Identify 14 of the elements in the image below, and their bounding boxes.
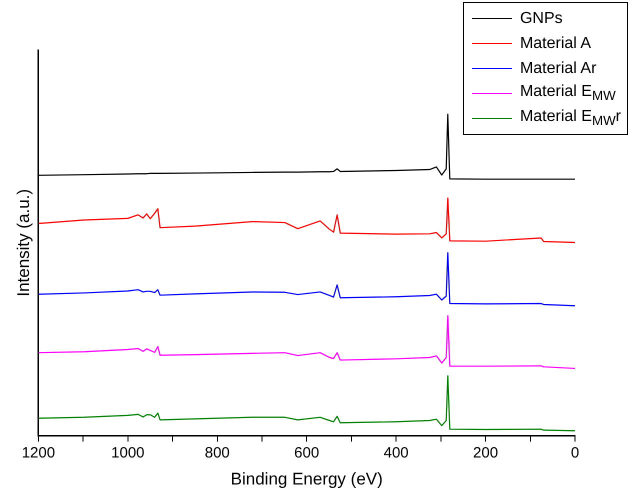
x-tick-label: 400 xyxy=(384,444,409,462)
x-tick-label: 1000 xyxy=(111,444,145,462)
x-tick-label: 1200 xyxy=(22,444,56,462)
x-tick-label: 200 xyxy=(473,444,498,462)
x-tick-label: 600 xyxy=(294,444,320,462)
x-tick-label: 0 xyxy=(570,444,580,462)
legend-label: Material E$_{MW}$r xyxy=(520,108,621,129)
x-axis-title: Binding Energy (eV) xyxy=(230,469,383,488)
x-tick-label: 800 xyxy=(204,444,230,462)
legend-label: GNPs xyxy=(520,10,563,28)
legend-label: Material A xyxy=(520,34,592,52)
y-axis-title: Intensity (a.u.) xyxy=(14,188,33,297)
legend-label: Material E$_{MW}$ xyxy=(520,83,616,104)
legend-label: Material Ar xyxy=(520,60,596,78)
